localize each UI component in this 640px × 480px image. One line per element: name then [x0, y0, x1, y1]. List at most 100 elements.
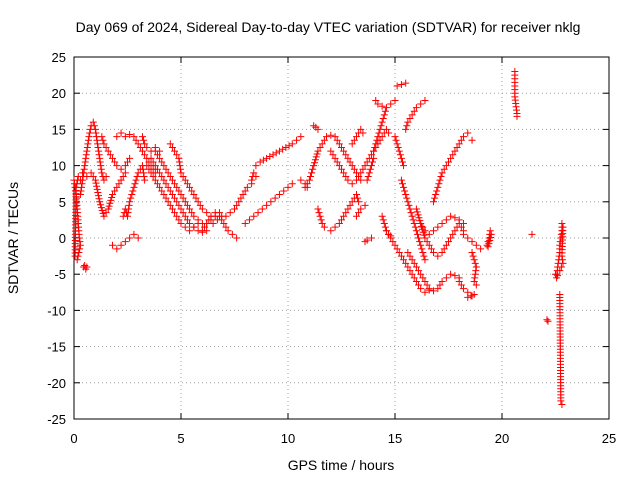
data-point	[194, 198, 202, 206]
data-point	[410, 220, 418, 228]
data-point	[417, 100, 425, 108]
data-point	[423, 238, 431, 246]
data-point	[117, 176, 125, 184]
data-point	[335, 220, 343, 228]
data-point	[111, 187, 119, 195]
data-point	[269, 151, 277, 159]
series-arc-27	[348, 125, 367, 148]
data-point	[419, 274, 427, 282]
data-point	[198, 205, 206, 213]
data-point	[250, 212, 258, 220]
data-point	[143, 144, 151, 151]
data-point	[484, 243, 492, 251]
series-arc-15	[209, 180, 256, 228]
data-point	[183, 216, 191, 224]
data-point	[98, 206, 106, 214]
data-point	[91, 176, 99, 184]
data-point	[378, 102, 386, 110]
data-point	[140, 169, 148, 177]
data-point	[327, 147, 335, 155]
data-point	[213, 216, 221, 224]
data-point	[279, 145, 287, 153]
data-point	[231, 205, 238, 213]
data-point	[139, 165, 147, 173]
data-point	[138, 133, 146, 141]
data-point	[402, 259, 410, 267]
data-point	[389, 238, 397, 246]
data-point	[367, 162, 375, 170]
data-point	[117, 241, 125, 249]
data-point	[81, 158, 89, 166]
data-point	[113, 162, 121, 170]
data-point	[76, 245, 84, 253]
data-point	[445, 158, 452, 166]
data-point	[528, 230, 536, 238]
data-point	[392, 136, 400, 144]
data-point	[275, 147, 283, 155]
data-point	[177, 205, 185, 213]
data-point	[352, 176, 360, 184]
data-point	[92, 129, 100, 137]
data-point	[173, 198, 181, 206]
data-point	[407, 209, 415, 217]
data-point	[405, 201, 413, 209]
data-point	[267, 198, 275, 206]
data-point	[168, 205, 176, 213]
y-axis: -25 -20 -15 -10 -5 0 5 10 15 20 25	[47, 50, 609, 427]
data-point	[363, 236, 371, 244]
series-arc-43	[468, 248, 480, 289]
data-point	[177, 220, 185, 228]
data-point	[94, 188, 102, 196]
data-point	[91, 125, 99, 133]
series-arc-12	[151, 147, 215, 228]
data-point	[140, 136, 148, 144]
data-point	[79, 169, 87, 177]
x-tick-label: 0	[70, 431, 77, 446]
data-point	[222, 223, 230, 231]
data-point	[438, 220, 446, 228]
data-point	[397, 154, 405, 162]
y-tick-label: 25	[52, 50, 66, 65]
data-point	[338, 216, 345, 224]
series-arc-6	[109, 230, 142, 253]
data-point	[418, 245, 426, 253]
data-point	[175, 154, 183, 162]
data-point	[470, 256, 478, 264]
data-point	[333, 158, 341, 166]
data-point	[338, 165, 345, 173]
series-arc-22	[314, 205, 328, 231]
data-point	[374, 100, 382, 108]
data-point	[102, 172, 110, 180]
data-point	[186, 183, 194, 191]
data-point	[97, 165, 105, 173]
data-point	[472, 281, 480, 289]
data-point	[414, 211, 422, 219]
data-point	[308, 169, 316, 177]
data-point	[132, 136, 140, 144]
series-arc-28	[363, 154, 378, 184]
data-point	[164, 198, 172, 206]
data-point	[318, 220, 326, 228]
y-tick-label: 0	[59, 231, 66, 246]
data-point	[168, 191, 176, 199]
data-point	[385, 129, 393, 137]
data-point	[95, 147, 103, 155]
data-point	[352, 133, 360, 141]
data-point	[477, 245, 485, 253]
data-point	[162, 180, 170, 188]
y-tick-label: -15	[47, 340, 66, 355]
data-point	[544, 317, 552, 325]
data-point	[89, 118, 97, 126]
data-point	[141, 151, 149, 159]
data-point	[554, 272, 562, 280]
data-point	[413, 230, 421, 238]
data-point	[419, 248, 427, 256]
data-point	[394, 144, 402, 151]
data-point	[420, 252, 428, 260]
data-point	[434, 252, 442, 260]
data-point	[126, 154, 134, 162]
data-point	[138, 147, 146, 155]
data-point	[166, 140, 174, 148]
data-point	[400, 162, 408, 170]
data-point	[459, 133, 467, 141]
